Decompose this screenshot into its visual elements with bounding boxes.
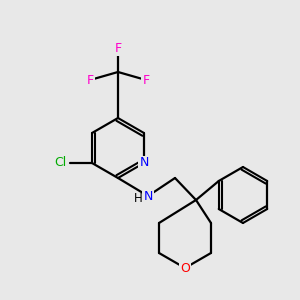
- Text: N: N: [143, 190, 153, 202]
- Text: F: F: [114, 41, 122, 55]
- Text: F: F: [142, 74, 150, 86]
- Text: H: H: [134, 191, 142, 205]
- Text: Cl: Cl: [54, 157, 66, 169]
- Text: F: F: [86, 74, 94, 86]
- Text: N: N: [139, 157, 149, 169]
- Text: O: O: [180, 262, 190, 275]
